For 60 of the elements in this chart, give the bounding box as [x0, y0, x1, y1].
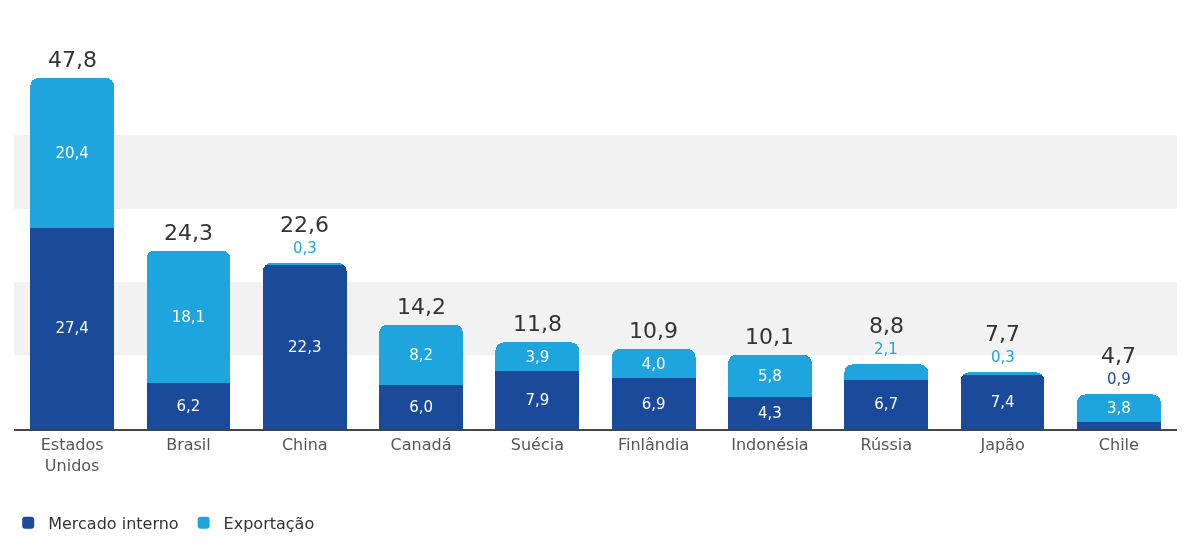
x-tick-label: Brasil [166, 434, 211, 454]
x-tick-label: Rússia [860, 434, 912, 454]
data-label: 22,3 [288, 338, 322, 357]
data-label: 20,4 [55, 143, 89, 162]
data-label: 3,8 [1106, 399, 1131, 418]
data-label: 18,1 [171, 308, 206, 327]
data-label: 4,3 [758, 404, 782, 423]
bar [844, 364, 929, 380]
total-label: 22,6 [280, 212, 329, 237]
data-label: 3,9 [525, 347, 550, 366]
data-label: 6,2 [176, 397, 201, 416]
bar [146, 383, 231, 429]
bar [379, 324, 463, 385]
total-label: 47,8 [48, 47, 97, 72]
total-label: 11,8 [513, 311, 562, 336]
x-tick-label: Finlândia [617, 434, 690, 454]
bar [30, 227, 115, 429]
x-tick-label: China [281, 434, 328, 454]
legend-label: Mercado interno [48, 513, 179, 533]
bar [611, 378, 696, 429]
bar [728, 354, 812, 398]
data-label: 8,2 [409, 345, 433, 364]
bar [960, 374, 1045, 429]
bar [844, 379, 929, 429]
bar [1076, 422, 1161, 429]
total-label: 14,2 [397, 294, 446, 319]
total-label: 24,3 [164, 220, 213, 245]
data-label: 6,9 [641, 394, 666, 413]
total-label: 4,7 [1101, 343, 1136, 368]
data-label: 0,9 [1107, 370, 1131, 388]
bar [728, 397, 812, 429]
bar [30, 78, 115, 228]
data-label: 2,1 [874, 340, 898, 358]
data-label: 7,9 [525, 390, 550, 409]
data-label: 4,0 [641, 354, 666, 373]
data-label: 7,4 [990, 392, 1015, 411]
total-label: 7,7 [985, 321, 1020, 346]
bar [611, 348, 696, 379]
x-tick-label: Chile [1098, 434, 1139, 454]
bar [1076, 394, 1161, 423]
data-label: 27,4 [55, 319, 89, 338]
bar [379, 384, 463, 429]
data-label: 0,3 [991, 348, 1015, 366]
data-label: 0,3 [293, 239, 317, 257]
data-label: 5,8 [758, 367, 782, 386]
x-tick-label: Estados Unidos [40, 434, 104, 475]
bar [495, 370, 580, 429]
legend-label: Exportação [223, 513, 315, 533]
total-label: 10,1 [745, 324, 794, 349]
data-label: 6,7 [874, 395, 899, 414]
total-label: 10,9 [629, 318, 678, 343]
x-tick-label: Suécia [510, 434, 564, 454]
x-tick-label: Canadá [390, 434, 452, 454]
bar [146, 250, 231, 384]
x-tick-label: Japão [979, 434, 1025, 454]
bar [262, 265, 347, 429]
data-label: 6,0 [409, 397, 433, 416]
total-label: 8,8 [869, 313, 904, 338]
x-tick-label: Indonésia [731, 434, 809, 454]
bar [495, 342, 580, 371]
